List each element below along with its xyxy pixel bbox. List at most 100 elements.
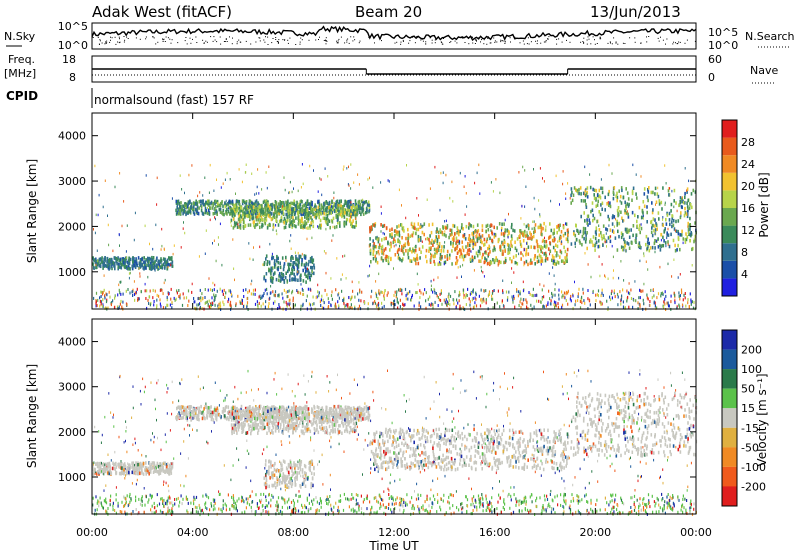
power-cell xyxy=(525,185,527,188)
power-cell xyxy=(204,296,206,299)
power-cell xyxy=(540,229,543,233)
power-cell xyxy=(693,300,695,304)
power-cell xyxy=(322,216,325,220)
power-cell xyxy=(208,200,210,204)
power-cell xyxy=(444,260,447,264)
power-cell xyxy=(279,275,282,279)
power-cell xyxy=(580,297,583,301)
power-cell xyxy=(478,233,481,237)
power-cell xyxy=(565,222,566,225)
power-cell xyxy=(518,304,520,307)
power-cell xyxy=(501,299,503,303)
power-cell xyxy=(129,291,131,295)
power-cell xyxy=(443,233,446,237)
power-cell xyxy=(285,212,287,217)
power-cell xyxy=(262,200,265,204)
power-cell xyxy=(507,234,509,238)
power-cell xyxy=(454,247,457,252)
velocity-cell xyxy=(171,465,174,469)
power-cell xyxy=(612,214,614,218)
power-cell xyxy=(456,276,458,279)
power-cell xyxy=(539,213,541,216)
power-cell xyxy=(466,205,468,208)
velocity-cell xyxy=(105,462,107,467)
power-cell xyxy=(145,297,147,300)
power-cell xyxy=(458,230,460,234)
nsearch-point xyxy=(123,36,125,37)
power-cell xyxy=(104,179,106,182)
nsearch-point xyxy=(205,40,207,42)
velocity-cell xyxy=(180,416,182,420)
power-colorbar-swatch xyxy=(722,278,737,296)
power-cell xyxy=(508,250,511,255)
power-cell xyxy=(445,173,447,177)
power-cell xyxy=(496,226,498,230)
power-cell xyxy=(402,302,404,306)
power-cell xyxy=(491,238,493,243)
power-cell xyxy=(540,255,542,259)
power-cell xyxy=(609,298,612,302)
power-cell xyxy=(230,218,233,223)
power-cell xyxy=(583,299,585,303)
freq-label: Freq. xyxy=(8,53,35,66)
power-cell xyxy=(574,233,577,238)
velocity-cell xyxy=(101,463,104,467)
power-cell xyxy=(292,216,294,220)
power-cell xyxy=(307,267,308,271)
power-cell xyxy=(513,229,516,233)
power-cell xyxy=(433,287,435,291)
power-cell xyxy=(395,243,397,247)
power-cell xyxy=(595,228,598,232)
power-cell xyxy=(290,207,293,212)
power-cell xyxy=(262,211,265,215)
nsearch-point xyxy=(400,43,402,45)
power-cell xyxy=(229,212,231,216)
power-cell xyxy=(326,201,328,205)
power-cell xyxy=(393,267,394,270)
power-cell xyxy=(608,235,611,239)
power-cell xyxy=(588,298,590,302)
power-cell xyxy=(407,297,409,301)
power-cell xyxy=(690,231,692,235)
power-cell xyxy=(332,207,334,211)
power-cell xyxy=(689,216,691,221)
power-cell xyxy=(288,265,290,269)
nsearch-point xyxy=(416,36,418,38)
power-cell xyxy=(273,259,276,263)
power-cell xyxy=(225,203,228,207)
nsearch-point xyxy=(547,38,549,39)
power-cell xyxy=(317,225,319,228)
power-cell xyxy=(303,225,306,229)
power-cell xyxy=(608,217,610,222)
power-cell xyxy=(525,298,527,302)
power-cell xyxy=(539,283,541,286)
freq-unit-label: [MHz] xyxy=(4,67,36,80)
power-cell xyxy=(264,212,266,217)
power-cell xyxy=(428,223,430,227)
power-cell xyxy=(198,206,200,210)
power-cell xyxy=(694,190,697,194)
power-cell xyxy=(572,193,575,197)
velocity-cell xyxy=(196,417,199,421)
power-cell xyxy=(456,298,458,302)
power-cell xyxy=(376,303,378,307)
power-cell xyxy=(263,276,265,281)
power-cell xyxy=(290,215,292,220)
nsearch-point xyxy=(276,40,278,42)
power-cell xyxy=(556,230,558,235)
power-cell xyxy=(284,218,287,223)
power-cell xyxy=(117,256,119,260)
power-cell xyxy=(160,304,162,308)
power-cell xyxy=(511,267,513,270)
nsearch-point xyxy=(202,39,204,41)
power-cell xyxy=(307,219,310,223)
power-cell xyxy=(688,179,690,183)
power-cell xyxy=(110,260,112,264)
power-cell xyxy=(183,296,185,300)
power-cell xyxy=(654,192,656,196)
power-cell xyxy=(413,226,416,230)
power-cell xyxy=(658,217,660,221)
power-cell xyxy=(616,191,618,196)
power-cell xyxy=(673,188,676,193)
power-cell xyxy=(571,198,574,203)
